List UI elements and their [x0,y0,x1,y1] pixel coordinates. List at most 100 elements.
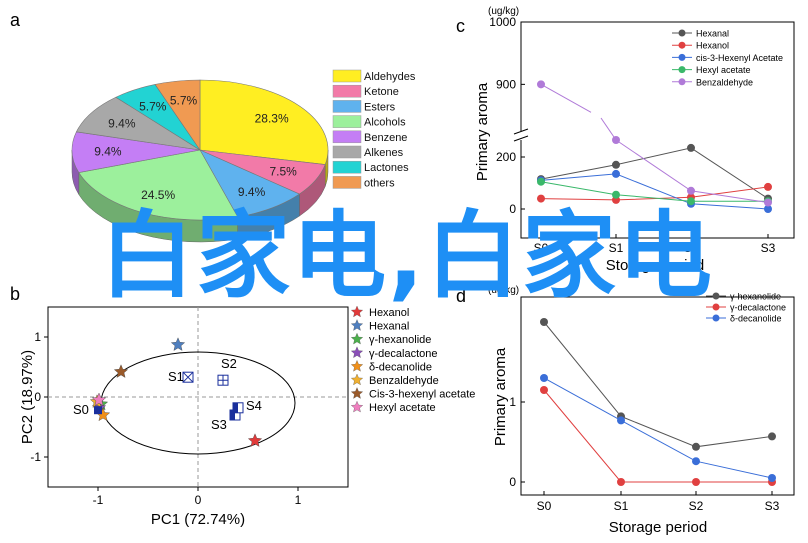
axis-break-marks [513,128,529,142]
line-d-legend-marker [712,303,720,311]
unit-label-d: (ug/kg) [488,285,519,296]
sample-label-s0: S0 [73,402,89,417]
series-point-benzaldehyde [537,80,545,89]
series-point-benzaldehyde [764,198,772,207]
line-c-legend-marker [678,29,686,37]
line-c-x-tick-label: S3 [761,241,776,255]
pie-slice-alkenes [75,96,201,151]
line-d-x-tick-label: S0 [537,499,552,513]
line-c-legend-label: Benzaldehyde [696,77,753,87]
line-c-frame [520,21,795,239]
legend-label-aldehydes: Aldehydes [364,71,416,83]
series-point--decanolide [617,416,625,425]
pca-legend-star [350,360,364,372]
unit-label-c: (ug/kg) [488,6,519,17]
pca-legend-star [350,332,364,345]
pie-slice-label: 9.4% [238,185,266,199]
line-c-x-tick-label: S0 [534,241,549,255]
legend-label-esters: Esters [364,101,396,113]
series-line-cis-3-hexenyl-acetate [540,173,769,210]
series-point-hexyl-acetate [687,197,695,206]
pie-slice-label: 9.4% [108,116,136,130]
pca-legend-label: Hexanol [369,307,409,319]
legend-label-others: others [364,177,395,189]
series-point--decanolide [540,374,548,382]
line-c-x-tick-label: S1 [609,241,624,255]
line-d-x-axis-label: Storage period [609,519,707,536]
series-point--decalactone [617,478,625,486]
pie-legend: Aldehydes Ketone Esters Alcohols Benzene Alke… [332,69,416,189]
pca-legend-star [350,305,364,318]
pca-x-axis-label: PC1 (72.74%) [151,511,245,528]
pca-legend-star [350,400,364,413]
line-c-legend-label: Hexanal [696,29,729,39]
line-c-y-tick-label: 0 [509,202,516,216]
series-point-hexanol [764,182,772,191]
line-c-x-axis-label: Storage period [606,257,704,274]
series-line--decanolide [543,377,773,479]
series-point-cis-3-hexenyl-acetate [612,169,620,178]
pie-slice-label: 5.7% [139,100,167,114]
line-d-legend-label: γ-hexanolide [730,292,781,302]
line-c-y-tick-label: 200 [496,150,516,164]
line-d-legend-label: δ-decanolide [730,314,782,324]
legend-label-alkenes: Alkenes [364,147,404,159]
series-point-hexanol [537,194,545,203]
pie-slice-label: 7.5% [270,165,298,179]
pca-points: S0 S1 S2 S3 S4 [73,337,296,455]
watermark-overlay-text: 白家电,白家电 [100,202,714,311]
line-c-axes: 1000 900 200 0 S0 S1 S2 S3 [489,15,775,255]
legend-swatch-alcohols [332,115,362,128]
line-c-legend-marker [678,66,686,74]
series-line-hexanol [540,186,769,201]
series-point-hexanal [687,143,695,152]
legend-swatch-others [332,176,362,189]
pie-slice-label: 9.4% [94,145,122,159]
pca-legend-star [350,373,364,386]
legend-swatch-lactones [332,160,362,174]
pca-y-axis-label: PC2 (18.97%) [19,350,36,444]
pca-x-tick-label: 1 [295,493,302,507]
pie-slice-label: 5.7% [170,93,198,107]
legend-swatch-aldehydes [332,69,362,83]
line-c-legend-marker [678,78,686,86]
pie-slice-label: 24.5% [141,188,175,202]
loading-star-cis-3-hexenyl-acetate [113,364,129,378]
pca-y-tick-label: 0 [34,390,41,404]
line-d-y-tick-label: 0 [509,475,516,489]
sample-marker-s4-fill [233,402,238,413]
pca-y-tick-label: -1 [30,450,41,464]
series-point--decalactone [540,386,548,394]
legend-label-alcohols: Alcohols [364,117,406,129]
pca-legend-label: γ-hexanolide [369,334,431,346]
series-point-hexyl-acetate [537,177,545,186]
sample-marker-s3-fill [230,410,235,420]
panel-label-a: a [10,10,21,30]
line-c-series [537,80,772,213]
pca-panel: b -1 0 1 1 0 -1 S0 S1 S2 S3 S4 Hexanol Hexanalγ-he… [10,284,475,528]
pca-legend-star [350,319,364,331]
legend-swatch-esters [332,100,362,113]
pie-slice-label: 28.3% [255,111,289,125]
line-c-legend: Hexanal Hexanol cis-3-Hexenyl Acetate Hexyl… [672,29,783,87]
series-point--hexanolide [768,432,776,441]
series-line--hexanolide [543,321,773,448]
sample-marker-s0 [94,406,102,415]
series-point--decalactone [692,478,700,486]
sample-marker-s2-plus [218,375,228,386]
pie-slice-aldehydes [199,79,329,165]
series-point--decanolide [692,457,700,466]
pca-y-tick-label: 1 [34,330,41,344]
line-c-y-tick-label: 900 [496,77,516,91]
line-d-y-tick-label: 1 [509,395,516,409]
series-point-hexanal [612,160,620,169]
sample-label-s3: S3 [211,417,227,432]
line-c-legend-label: Hexyl acetate [696,65,751,75]
pca-legend-star [350,346,364,358]
pca-legend-label: γ-decalactone [369,348,438,360]
legend-label-lactones: Lactones [364,162,409,174]
pie-slice-alcohols [78,149,239,221]
pie-slice-esters [199,149,301,218]
